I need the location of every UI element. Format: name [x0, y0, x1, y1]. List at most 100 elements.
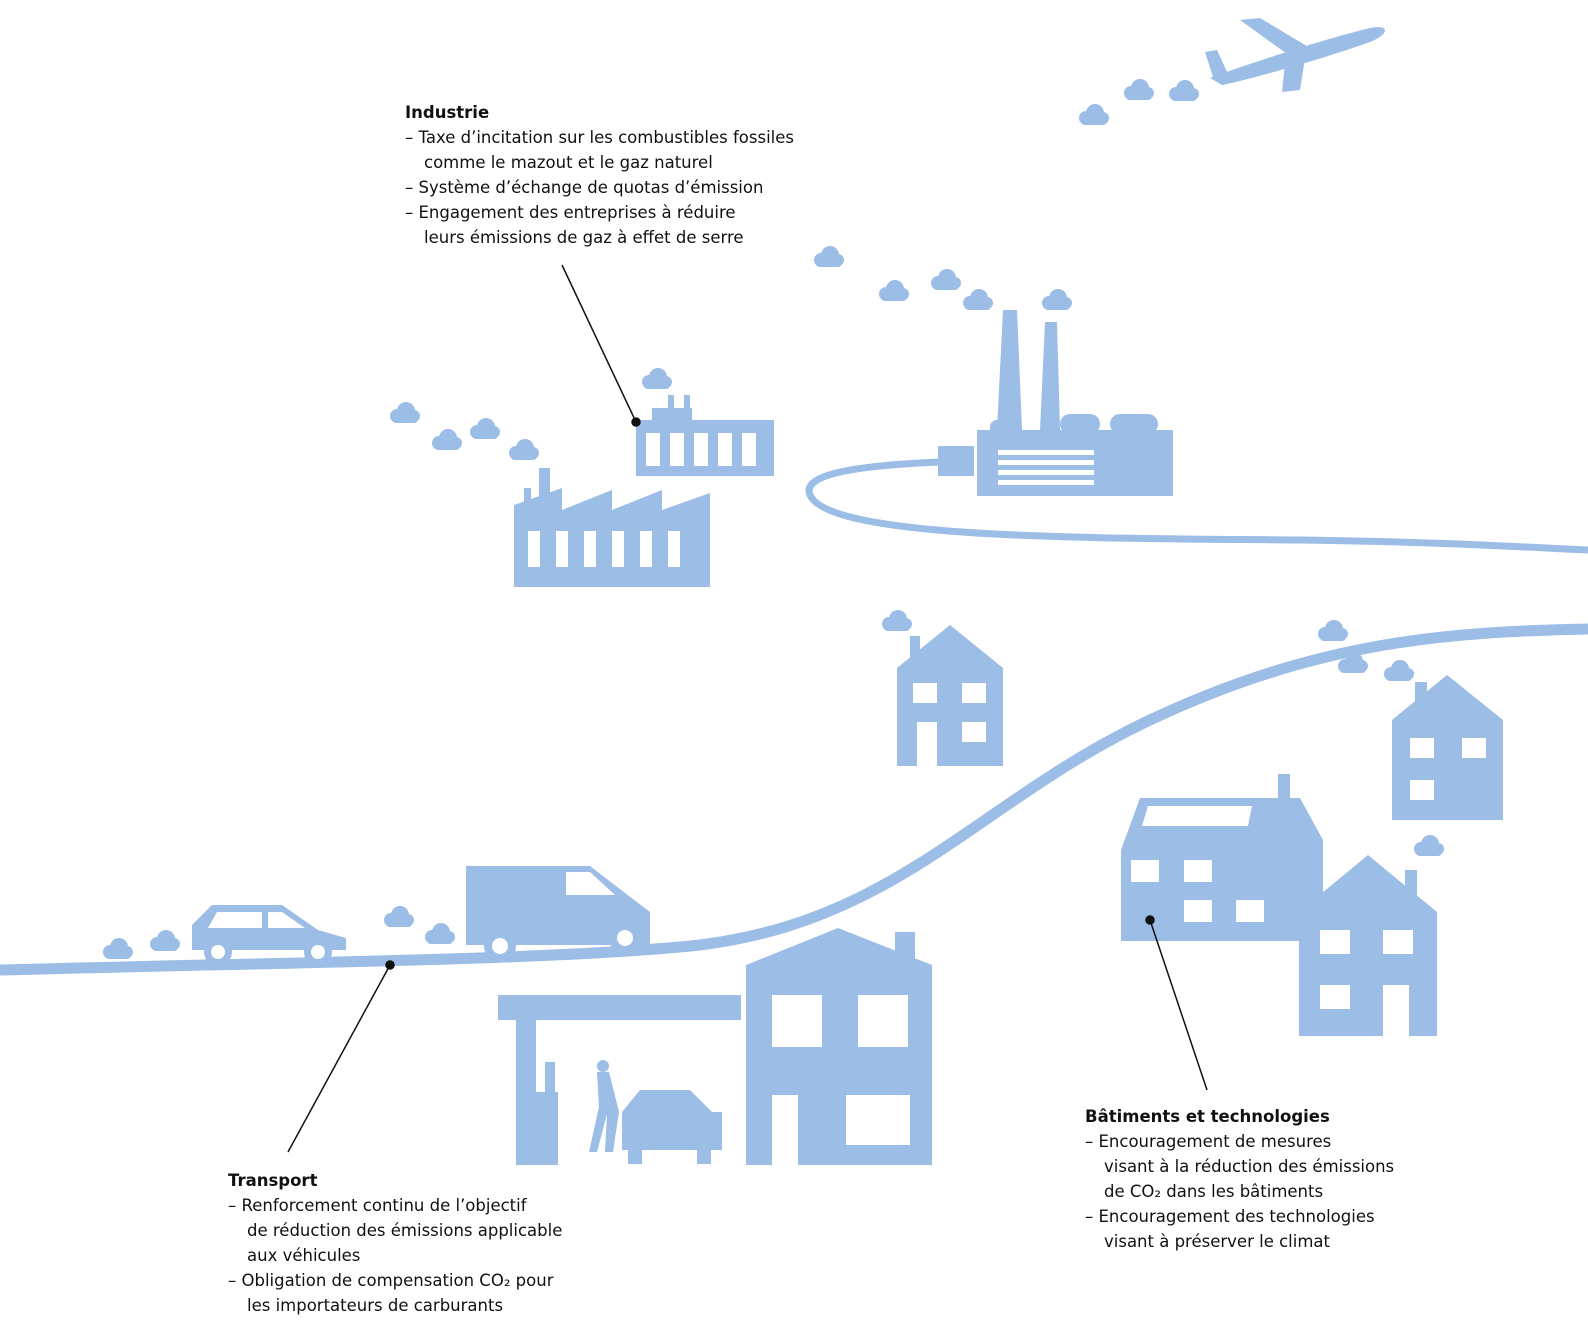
plane-part — [1240, 18, 1310, 56]
cable — [809, 462, 1588, 550]
cable-part — [809, 462, 1588, 550]
house-windows-part — [1131, 860, 1159, 882]
small-factory-windows-part — [742, 433, 756, 466]
power-plant — [938, 310, 1173, 496]
small-factory-part — [652, 408, 692, 422]
clouds-part — [931, 269, 961, 290]
clouds-part — [1079, 104, 1109, 125]
list-line: visant à la réduction des émissions — [1104, 1157, 1394, 1176]
house-windows-part — [1184, 900, 1212, 922]
house-windows-part — [846, 1095, 910, 1145]
leader-lines-part — [562, 265, 636, 422]
factory-windows-part — [640, 531, 652, 567]
clouds-part — [1169, 80, 1199, 101]
small-factory-windows-part — [646, 433, 660, 466]
clouds-part — [879, 280, 909, 301]
list-line: aux véhicules — [247, 1246, 360, 1265]
station-car — [589, 1060, 722, 1164]
plane-part — [1282, 58, 1305, 92]
houses-part — [1278, 774, 1290, 804]
vehicle-details-part — [492, 938, 508, 954]
factory-part — [524, 488, 531, 508]
house-windows-part — [962, 722, 986, 742]
clouds-part — [882, 610, 912, 631]
power-plant-stripes-part — [998, 450, 1094, 455]
factory-windows-part — [528, 531, 540, 567]
list-line: – Encouragement des technologies — [1085, 1207, 1375, 1226]
list-line: – Système d’échange de quotas d’émission — [405, 178, 763, 197]
houses-part — [1405, 870, 1417, 900]
power-plant-part — [1110, 414, 1158, 434]
factory-windows-part — [612, 531, 624, 567]
plane — [1205, 18, 1385, 92]
house-windows-part — [917, 722, 937, 766]
station-car-part — [589, 1072, 619, 1152]
house-windows-part — [1320, 985, 1350, 1009]
clouds-part — [1318, 620, 1348, 641]
house-windows-part — [1320, 930, 1350, 954]
house-windows-part — [913, 683, 937, 703]
clouds-part — [425, 923, 455, 944]
clouds-part — [384, 906, 414, 927]
station-car-part — [628, 1150, 642, 1164]
house-windows-part — [1410, 780, 1434, 800]
clouds-part — [509, 439, 539, 460]
list-line: – Obligation de compensation CO₂ pour — [228, 1271, 554, 1290]
clouds-part — [1042, 289, 1072, 310]
house-windows-part — [1383, 930, 1413, 954]
list-line: de réduction des émissions applicable — [247, 1221, 562, 1240]
list-line: les importateurs de carburants — [247, 1296, 503, 1315]
leader-lines-part — [288, 965, 390, 1152]
house-windows-part — [1142, 806, 1252, 826]
leader-lines-part — [632, 418, 640, 426]
section-title: Bâtiments et technologies — [1085, 1107, 1330, 1126]
power-plant-stripes-part — [998, 480, 1094, 485]
list-line: – Engagement des entreprises à réduire — [405, 203, 736, 222]
clouds-part — [432, 429, 462, 450]
vehicle-details-part — [617, 930, 633, 946]
power-plant-part — [990, 420, 1020, 435]
houses-part — [498, 995, 741, 1020]
power-plant-part — [1060, 414, 1100, 434]
list-line: – Encouragement de mesures — [1085, 1132, 1331, 1151]
power-plant-part — [938, 446, 974, 476]
clouds-part — [642, 368, 672, 389]
list-line: comme le mazout et le gaz naturel — [424, 153, 713, 172]
house-windows-part — [1236, 900, 1264, 922]
house-windows-part — [962, 683, 986, 703]
list-line: – Renforcement continu de l’objectif — [228, 1196, 528, 1215]
illustration: Industrie – Taxe d’incitation sur les com… — [0, 0, 1588, 1331]
small-factory-part — [684, 395, 690, 409]
small-factory-windows-part — [694, 433, 708, 466]
clouds-part — [150, 930, 180, 951]
factory-windows-part — [584, 531, 596, 567]
clouds-part — [963, 289, 993, 310]
small-factory-windows-part — [718, 433, 732, 466]
houses-part — [545, 1062, 555, 1092]
factory — [514, 468, 710, 587]
list-line: de CO₂ dans les bâtiments — [1104, 1182, 1323, 1201]
list-line: leurs émissions de gaz à effet de serre — [424, 228, 744, 247]
vehicle-details-part — [208, 912, 262, 928]
factory-part — [539, 468, 550, 513]
factory-windows-part — [668, 531, 680, 567]
small-factory-windows-part — [670, 433, 684, 466]
clouds-part — [470, 418, 500, 439]
house-windows-part — [772, 995, 822, 1047]
section-title: Industrie — [405, 103, 489, 122]
power-plant-part — [997, 310, 1022, 430]
power-plant-part — [1040, 322, 1060, 430]
houses-part — [1392, 675, 1503, 820]
vehicle-details-part — [211, 945, 225, 959]
house-windows-part — [1462, 738, 1486, 758]
leader-lines-part — [386, 961, 394, 969]
station-car-part — [697, 1150, 711, 1164]
list-line: visant à préserver le climat — [1104, 1232, 1331, 1251]
houses-part — [528, 1092, 558, 1165]
clouds-part — [814, 246, 844, 267]
clouds-part — [390, 402, 420, 423]
leader-lines-part — [1150, 920, 1207, 1090]
clouds-part — [103, 938, 133, 959]
house-windows-part — [772, 1095, 798, 1165]
list-line: – Taxe d’incitation sur les combustibles… — [405, 128, 794, 147]
